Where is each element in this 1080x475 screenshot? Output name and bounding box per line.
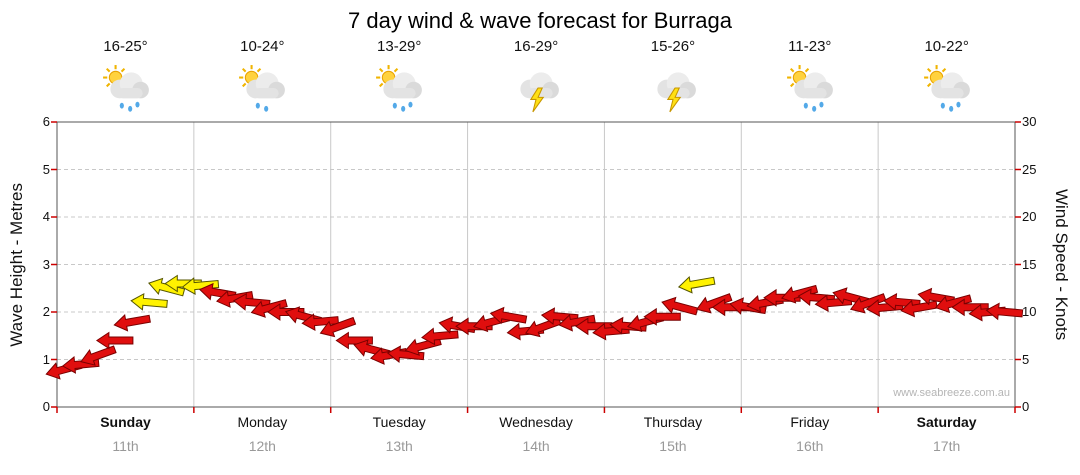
raindrops-glyph — [256, 102, 269, 112]
right-axis-tick-label: 15 — [1022, 256, 1037, 272]
weather-icon-showers — [376, 65, 423, 112]
wind-arrow — [951, 298, 989, 317]
temp-range: 11-23° — [788, 38, 832, 55]
wind-arrow — [489, 306, 528, 325]
temp-range: 13-29° — [377, 38, 422, 55]
left-axis-tick-label: 2 — [42, 304, 50, 319]
cloud-glyph — [383, 72, 423, 99]
wind-arrow — [250, 299, 288, 318]
wind-arrow-strong — [130, 292, 168, 311]
day-date: 14th — [522, 438, 550, 454]
left-axis-tick-label: 3 — [42, 256, 50, 272]
weather-icon-few-showers — [239, 65, 286, 112]
right-axis-tick-label: 20 — [1022, 209, 1037, 224]
day-date: 11th — [112, 438, 139, 454]
raindrops-glyph — [392, 101, 413, 112]
day-date: 15th — [659, 438, 687, 454]
raindrops-glyph — [803, 101, 824, 112]
watermark: www.seabreeze.com.au — [893, 387, 1010, 399]
lightning-glyph — [529, 87, 545, 113]
left-axis-tick-label: 6 — [42, 114, 50, 129]
weather-icon-box — [741, 62, 878, 116]
day-name: Monday — [237, 414, 288, 430]
wind-arrow-strong — [148, 277, 186, 297]
right-axis-tick-label: 25 — [1022, 161, 1037, 177]
day-name: Friday — [790, 414, 830, 430]
wind-arrow — [781, 284, 819, 304]
day-name: Thursday — [643, 414, 703, 430]
cloud-glyph — [109, 72, 149, 99]
wind-arrow-strong — [181, 277, 220, 295]
cloud-glyph — [794, 72, 833, 99]
wind-arrow — [113, 314, 151, 332]
wind-arrow — [80, 345, 117, 366]
wind-arrow — [574, 317, 613, 336]
wind-arrow — [849, 293, 887, 314]
day-name: Tuesday — [372, 414, 426, 430]
weather-icon-box — [194, 62, 331, 116]
left-axis-tick-label: 5 — [42, 161, 50, 177]
wind-arrow-strong — [677, 276, 716, 294]
weather-icon-showers — [102, 65, 149, 112]
day-name: Wednesday — [499, 414, 573, 430]
wind-arrow — [985, 302, 1024, 321]
wind-arrow — [643, 307, 681, 326]
wind-arrow — [319, 316, 357, 338]
right-axis-tick-label: 30 — [1022, 114, 1037, 129]
weather-icon-showers — [786, 65, 833, 112]
weather-icon-box — [468, 62, 605, 116]
wind-arrow — [301, 313, 339, 332]
day-date: 16th — [796, 438, 824, 454]
wind-arrow — [335, 331, 373, 350]
temp-range: 15-26° — [650, 38, 696, 55]
wind-arrow — [900, 299, 938, 318]
wind-arrow — [386, 345, 425, 364]
left-axis-tick-label: 4 — [42, 209, 50, 224]
wind-arrow — [661, 296, 699, 316]
left-axis-tick-label: 1 — [42, 351, 50, 367]
temp-range: 10-22° — [924, 38, 969, 55]
cloud-glyph — [246, 72, 286, 99]
weather-icon-showers — [923, 65, 970, 112]
right-axis-tick-label: 5 — [1022, 351, 1030, 367]
wind-arrow-strong — [164, 274, 202, 293]
weather-icon-storm — [657, 72, 696, 113]
right-axis-title: Wind Speed - Knots — [1048, 122, 1074, 407]
right-axis-tick-label: 0 — [1022, 399, 1030, 414]
right-axis-tick-label: 10 — [1022, 304, 1037, 319]
weather-icon-box — [878, 62, 1015, 116]
day-date: 17th — [933, 438, 961, 454]
wind-arrow — [695, 293, 733, 314]
temp-range: 16-25° — [103, 38, 148, 55]
weather-icon-box — [57, 62, 194, 116]
day-name: Sunday — [100, 414, 151, 430]
weather-icon-box — [331, 62, 468, 116]
chart-title: 7 day wind & wave forecast for Burraga — [348, 8, 732, 33]
raindrops-glyph — [119, 101, 140, 112]
day-name: Saturday — [916, 414, 977, 430]
temp-range: 10-24° — [240, 38, 285, 55]
weather-icon-storm — [520, 72, 559, 113]
day-date: 12th — [248, 438, 276, 454]
left-axis-tick-label: 0 — [42, 399, 50, 414]
lightning-glyph — [666, 87, 682, 113]
day-date: 13th — [385, 438, 413, 454]
cloud-glyph — [931, 72, 970, 99]
weather-icon-box — [604, 62, 741, 116]
temp-range: 16-29° — [513, 38, 559, 55]
raindrops-glyph — [940, 101, 961, 112]
right-axis-title-text: Wind Speed - Knots — [1052, 188, 1071, 341]
wind-arrow — [95, 331, 134, 350]
wind-arrow — [934, 294, 973, 314]
